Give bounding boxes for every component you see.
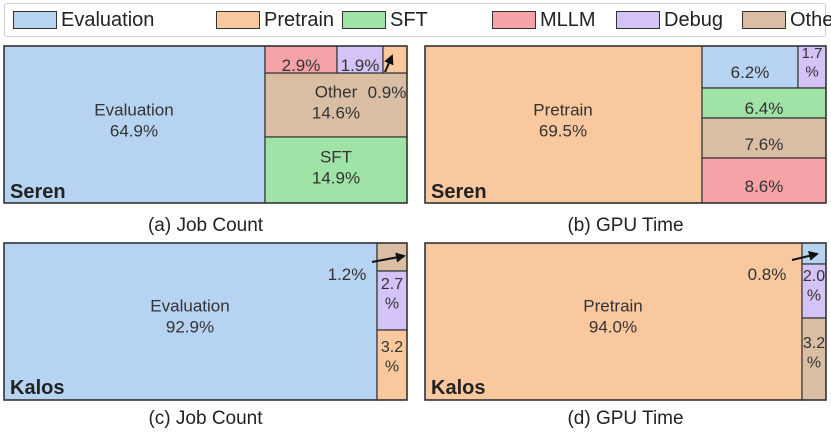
- legend-item-sft: SFT: [342, 9, 428, 31]
- tile-label: Other 14.6%: [312, 83, 360, 123]
- callout-arrow: [384, 54, 394, 73]
- panel-frame: [424, 242, 827, 401]
- panel-frame: [3, 242, 408, 401]
- cluster-label: Kalos: [10, 377, 64, 399]
- legend-label: MLLM: [540, 8, 596, 31]
- tile-label: 2.9%: [282, 56, 321, 75]
- treemap-panel: Pretrain 69.5% 6.2% 1.7 % 6.4% 7.6% 8.6% Seren: [424, 45, 827, 204]
- legend-swatch: [492, 11, 536, 29]
- tile-label: Pretrain 69.5%: [533, 101, 593, 141]
- tile-evaluation: [3, 242, 378, 401]
- panel-frame: [424, 45, 827, 204]
- tile-label: 1.9%: [341, 56, 380, 75]
- legend-item-pretrain: Pretrain: [216, 9, 334, 31]
- tile-label: 1.2%: [328, 265, 367, 284]
- tile-debug: [797, 45, 827, 89]
- tile-label: 0.8%: [748, 265, 787, 284]
- panel-caption: (a) Job Count: [148, 215, 264, 236]
- legend: Evaluation Pretrain SFT MLLM Debug Other: [4, 3, 831, 37]
- treemap-panel: Pretrain 94.0% 0.8% 2.0 % 3.2 % Kalos: [424, 242, 827, 401]
- tile-label: 0.9%: [368, 83, 407, 102]
- tile-sft: [264, 136, 408, 204]
- cluster-label: Kalos: [431, 377, 485, 399]
- tile-pretrain: [424, 242, 803, 401]
- callout-arrow: [791, 251, 819, 261]
- tile-debug: [801, 263, 827, 319]
- panel-caption: (c) Job Count: [148, 408, 263, 429]
- tile-label: 6.4%: [745, 99, 784, 118]
- tile-evaluation: [3, 45, 266, 204]
- tile-evaluation: [701, 45, 799, 89]
- panel-frame: [3, 45, 408, 204]
- panel-caption: (d) GPU Time: [567, 408, 683, 429]
- tile-pretrain: [424, 45, 703, 204]
- tile-label: 3.2%: [381, 339, 403, 376]
- legend-item-other: Other: [742, 9, 831, 31]
- tile-label: 6.2%: [731, 63, 770, 82]
- tile-label: Pretrain 94.0%: [583, 297, 643, 337]
- tile-evaluation: [801, 242, 827, 265]
- legend-label: Other: [790, 8, 831, 31]
- tile-other: [701, 117, 827, 159]
- legend-label: Pretrain: [264, 8, 335, 31]
- tile-label: 7.6%: [745, 135, 784, 154]
- legend-swatch: [13, 11, 57, 29]
- tile-sft: [701, 87, 827, 119]
- legend-item-evaluation: Evaluation: [13, 9, 154, 31]
- treemap-panel: Evaluation 92.9% 1.2% 2.7 % 3.2 % Kalos: [3, 242, 408, 401]
- legend-item-debug: Debug: [616, 9, 723, 31]
- tile-mllm: [264, 45, 338, 74]
- callout-arrow: [371, 252, 406, 263]
- legend-label: Debug: [664, 8, 723, 31]
- legend-label: Evaluation: [61, 8, 155, 31]
- tile-label: 1.7%: [802, 45, 823, 80]
- legend-swatch: [616, 11, 660, 29]
- treemap-panel: Evaluation 64.9% Other 14.6% SFT 14.9% 2.9% 1.9…: [3, 45, 408, 204]
- legend-label: SFT: [390, 8, 428, 31]
- tile-label: Evaluation 64.9%: [94, 101, 173, 141]
- legend-item-mllm: MLLM: [492, 9, 596, 31]
- legend-swatch: [742, 11, 786, 29]
- panel-caption: (b) GPU Time: [567, 215, 683, 236]
- tile-label: SFT 14.9%: [312, 148, 360, 188]
- tile-label: 2.0%: [803, 268, 825, 305]
- tile-label: 8.6%: [745, 177, 784, 196]
- legend-swatch: [216, 11, 260, 29]
- tile-label: 3.2%: [803, 335, 825, 372]
- cluster-label: Seren: [431, 181, 487, 203]
- tile-mllm: [701, 157, 827, 204]
- tile-label: Evaluation 92.9%: [150, 297, 229, 337]
- tile-label: 2.7%: [381, 276, 403, 313]
- legend-swatch: [342, 11, 386, 29]
- cluster-label: Seren: [10, 181, 66, 203]
